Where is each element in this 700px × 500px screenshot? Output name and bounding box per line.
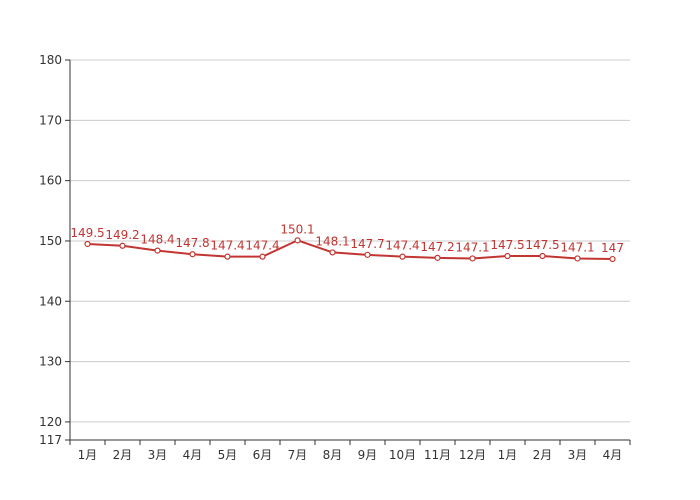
- y-tick-label: 120: [39, 415, 62, 429]
- x-tick-label: 10月: [389, 448, 416, 462]
- x-tick-label: 3月: [148, 448, 168, 462]
- series-line: [87, 239, 613, 261]
- x-tick-label: 12月: [459, 448, 486, 462]
- data-point: [399, 253, 406, 260]
- y-tick-label: 130: [39, 355, 62, 369]
- x-tick-label: 2月: [113, 448, 133, 462]
- x-tick-label: 9月: [358, 448, 378, 462]
- data-point: [574, 255, 581, 262]
- data-point: [294, 237, 301, 244]
- data-label: 149.2: [105, 228, 139, 242]
- data-point: [224, 253, 231, 260]
- axis-layer: 117 120 130 140 150 160 170 180 1月 2月 3月 4月 5月 6月 7月 8月…: [39, 53, 631, 462]
- y-tick-label: 150: [39, 234, 62, 248]
- data-label: 148.4: [140, 233, 174, 247]
- data-label: 150.1: [280, 222, 314, 236]
- data-label: 147.4: [385, 239, 419, 253]
- data-point: [539, 252, 546, 260]
- data-point: [154, 247, 161, 254]
- y-tick-label: 117: [39, 433, 62, 447]
- data-label: 147.5: [490, 238, 524, 252]
- x-tick-label: 2月: [533, 448, 553, 462]
- data-label: 147.4: [245, 239, 279, 253]
- data-point: [259, 253, 266, 260]
- x-tick-label: 1月: [78, 448, 98, 462]
- grid-layer: [70, 59, 630, 423]
- data-point: [189, 251, 196, 258]
- x-tick-label: 8月: [323, 448, 343, 462]
- data-label: 147: [601, 241, 624, 255]
- data-label: 148.1: [315, 234, 349, 248]
- data-point: [609, 255, 616, 263]
- data-point: [119, 242, 126, 249]
- data-label: 147.1: [455, 240, 489, 254]
- data-label: 147.4: [210, 239, 244, 253]
- x-tick-label: 7月: [288, 448, 308, 462]
- y-tick-label: 140: [39, 294, 62, 308]
- y-tick-label: 180: [39, 53, 62, 67]
- data-label: 147.7: [350, 237, 384, 251]
- data-point: [364, 251, 371, 258]
- x-tick-label: 4月: [183, 448, 203, 462]
- x-tick-label: 6月: [253, 448, 273, 462]
- y-tick-label: 170: [39, 113, 62, 127]
- x-tick-label: 5月: [218, 448, 238, 462]
- data-point: [84, 240, 91, 248]
- x-tick-label: 11月: [424, 448, 451, 462]
- x-tick-label: 4月: [603, 448, 623, 462]
- label-layer: 149.5 149.2 148.4 147.8 147.4 147.4150.1148.1…: [70, 222, 624, 255]
- y-tick-label: 160: [39, 174, 62, 188]
- x-tick-label: 1月: [498, 448, 518, 462]
- data-point: [434, 254, 441, 261]
- data-label: 147.1: [560, 240, 594, 254]
- data-point: [469, 255, 476, 262]
- data-label: 147.8: [175, 236, 209, 250]
- data-point: [504, 252, 511, 260]
- data-label: 147.2: [420, 240, 454, 254]
- series-layer: [84, 237, 616, 263]
- x-tick-label: 3月: [568, 448, 588, 462]
- data-label: 147.5: [525, 238, 559, 252]
- data-point: [329, 249, 336, 256]
- data-label: 149.5: [70, 226, 104, 240]
